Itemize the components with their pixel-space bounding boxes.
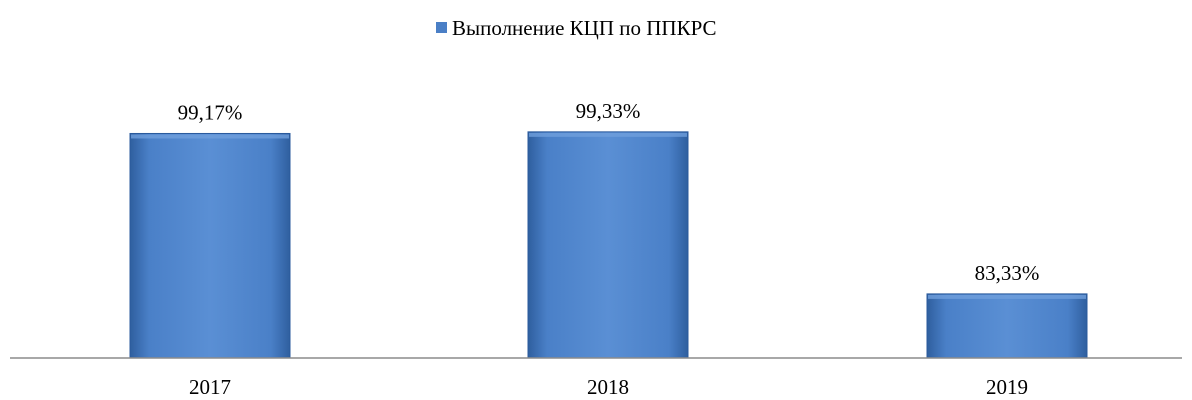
legend-label: Выполнение КЦП по ППКРС — [452, 16, 717, 40]
x-tick-label-2018: 2018 — [587, 375, 629, 399]
data-label-2018: 99,33% — [576, 99, 641, 123]
bar-body — [527, 131, 689, 359]
bars-group — [129, 131, 1088, 359]
bar-2019 — [926, 293, 1088, 359]
bar-2018 — [527, 131, 689, 359]
bar-top-bevel — [131, 134, 289, 139]
bar-body — [129, 132, 291, 359]
legend: Выполнение КЦП по ППКРС — [436, 16, 717, 40]
x-tick-label-2019: 2019 — [986, 375, 1028, 399]
bar-top-bevel — [928, 294, 1086, 299]
bar-top-bevel — [529, 132, 687, 137]
data-labels-group: 99,17% 99,33% 83,33% — [178, 99, 1040, 285]
data-label-2019: 83,33% — [975, 261, 1040, 285]
x-tick-label-2017: 2017 — [189, 375, 231, 399]
legend-swatch — [436, 22, 447, 33]
data-label-2017: 99,17% — [178, 100, 243, 124]
x-tick-labels-group: 2017 2018 2019 — [189, 375, 1028, 399]
bar-body — [926, 293, 1088, 359]
bar-2017 — [129, 132, 291, 359]
